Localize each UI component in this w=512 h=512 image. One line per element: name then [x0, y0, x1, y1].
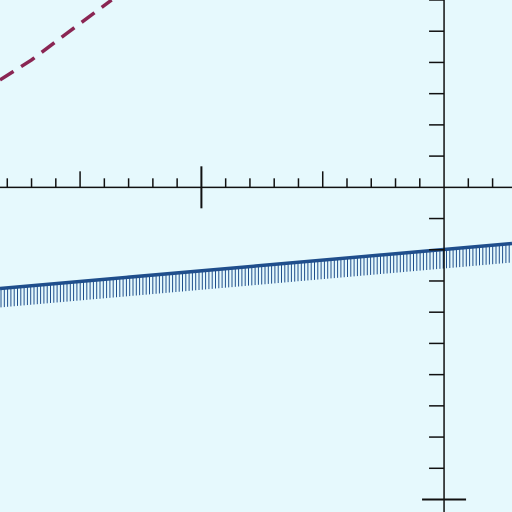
series-0-line: [0, 0, 113, 82]
series-1-hatching: [0, 243, 510, 308]
series-1: [0, 241, 512, 308]
series-1-line: [0, 241, 512, 291]
series-layer: [0, 0, 512, 308]
series-0: [0, 0, 113, 82]
